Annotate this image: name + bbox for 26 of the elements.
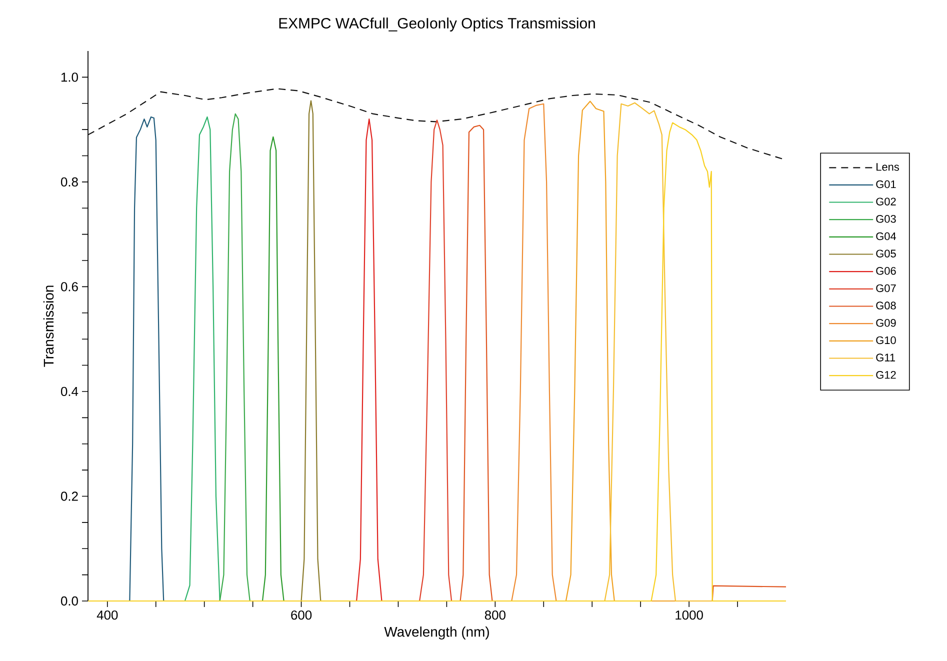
legend-label: G02 — [876, 198, 896, 206]
legend-label: G05 — [876, 250, 896, 258]
x-tick-label: 800 — [484, 610, 506, 620]
legend-label: G01 — [876, 180, 896, 188]
legend-label: Lens — [876, 163, 899, 171]
x-tick-label: 1000 — [676, 610, 703, 620]
y-tick-label: 0.4 — [60, 386, 78, 396]
legend-label: G04 — [876, 232, 896, 240]
y-tick-label: 0.2 — [60, 492, 78, 501]
legend-label: G09 — [876, 319, 896, 327]
y-tick-label: 0.6 — [60, 282, 78, 292]
legend-label: G03 — [876, 215, 896, 223]
legend-label: G08 — [876, 302, 896, 310]
x-tick-label: 600 — [291, 610, 312, 620]
legend-label: G11 — [876, 354, 895, 362]
chart-title: EXMPC WACfull_GeoIonly Optics Transmission — [279, 18, 595, 32]
legend-label: G06 — [876, 267, 896, 275]
y-tick-label: 1.0 — [61, 72, 78, 82]
y-axis-title: Transmission — [43, 286, 54, 367]
legend-label: G12 — [876, 371, 896, 379]
legend-label: G10 — [876, 336, 896, 344]
y-tick-label: 0.0 — [60, 596, 78, 606]
legend-label: G07 — [876, 284, 896, 292]
y-tick-label: 0.8 — [60, 177, 78, 187]
x-tick-label: 400 — [96, 610, 118, 620]
x-axis-title: Wavelength (nm) — [384, 626, 489, 640]
